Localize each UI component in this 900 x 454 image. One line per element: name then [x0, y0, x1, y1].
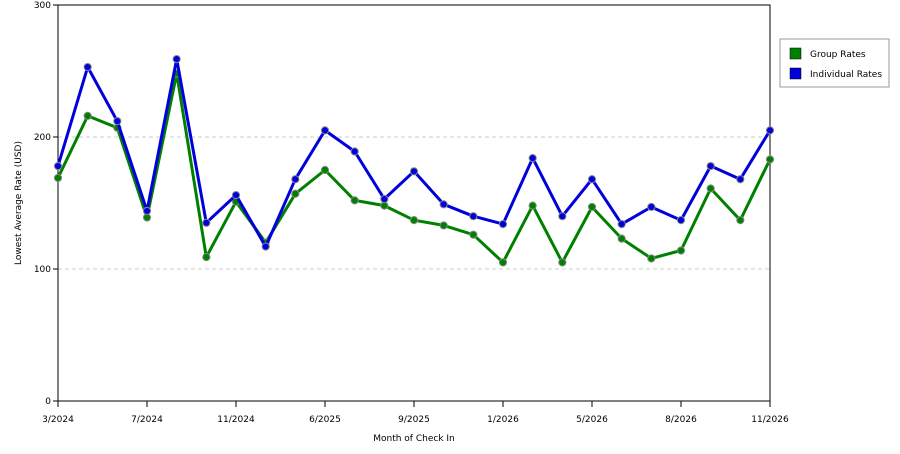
series-individual-rates [53, 55, 775, 251]
y-tick-label: 200 [34, 133, 51, 143]
data-point-individual-rates [676, 216, 686, 225]
data-point-group-rates [439, 221, 448, 230]
data-point-individual-rates [409, 167, 419, 176]
data-point-group-rates [617, 234, 626, 243]
series-lines [53, 55, 775, 267]
y-tick-label: 300 [34, 1, 51, 11]
data-point-group-rates [291, 189, 300, 198]
series-group-rates [53, 69, 775, 267]
data-point-individual-rates [469, 212, 478, 221]
legend-swatch-individual-rates [789, 67, 802, 80]
x-axis-title: Month of Check In [373, 434, 455, 444]
data-point-individual-rates [202, 218, 211, 227]
data-point-individual-rates [350, 147, 359, 156]
data-point-individual-rates [261, 242, 270, 251]
data-point-individual-rates [647, 202, 656, 212]
data-point-group-rates [53, 173, 63, 183]
data-point-group-rates [320, 165, 330, 175]
data-point-group-rates [469, 230, 478, 239]
x-axis-ticks: 3/2024 7/2024 11/2024 6/2025 9/2025 1/2026 5/2… [42, 401, 789, 425]
x-tick-label: 6/2025 [309, 415, 341, 425]
data-point-individual-rates [617, 220, 626, 229]
data-point-individual-rates [83, 62, 92, 72]
x-tick-label: 3/2024 [42, 415, 74, 425]
data-point-individual-rates [528, 154, 537, 163]
data-point-individual-rates [142, 206, 152, 216]
x-tick-label: 7/2024 [131, 415, 163, 425]
data-point-individual-rates [558, 212, 567, 221]
y-tick-label: 0 [45, 397, 51, 407]
x-tick-label: 11/2026 [751, 415, 789, 425]
y-axis-ticks: 0 100 200 300 [34, 1, 58, 407]
grid-lines [58, 136, 770, 270]
x-tick-label: 11/2024 [217, 415, 255, 425]
legend-swatch-group-rates [789, 47, 802, 60]
data-point-individual-rates [172, 55, 181, 64]
legend-label-individual-rates: Individual Rates [810, 70, 882, 80]
data-point-group-rates [528, 201, 537, 210]
data-point-group-rates [83, 111, 92, 120]
plot-area-frame [57, 4, 771, 402]
data-point-individual-rates [380, 194, 389, 204]
data-point-group-rates [647, 254, 656, 263]
data-point-group-rates [706, 184, 715, 193]
data-point-group-rates [558, 258, 567, 267]
data-point-group-rates [676, 246, 686, 255]
data-point-group-rates [202, 253, 211, 262]
data-point-group-rates [587, 202, 597, 212]
data-point-individual-rates [113, 117, 122, 126]
data-point-group-rates [765, 155, 775, 164]
legend-label-group-rates: Group Rates [810, 50, 866, 60]
data-point-individual-rates [231, 190, 241, 200]
data-point-individual-rates [736, 175, 745, 184]
y-axis-title: Lowest Average Rate (USD) [14, 141, 24, 265]
y-tick-label: 100 [34, 265, 51, 275]
data-point-individual-rates [765, 126, 775, 135]
data-point-group-rates [350, 196, 359, 205]
data-point-individual-rates [53, 161, 63, 171]
x-tick-label: 1/2026 [487, 415, 519, 425]
data-point-group-rates [736, 216, 745, 225]
x-tick-label: 8/2026 [665, 415, 697, 425]
data-point-group-rates [498, 258, 508, 267]
legend: Group Rates Individual Rates [779, 38, 890, 88]
x-tick-label: 9/2025 [398, 415, 430, 425]
x-tick-label: 5/2026 [576, 415, 608, 425]
data-point-individual-rates [439, 200, 448, 209]
data-point-individual-rates [587, 175, 597, 184]
data-point-individual-rates [706, 161, 715, 171]
data-point-group-rates [409, 216, 419, 225]
data-point-individual-rates [320, 126, 330, 135]
data-point-individual-rates [291, 175, 300, 184]
data-point-individual-rates [498, 220, 508, 229]
